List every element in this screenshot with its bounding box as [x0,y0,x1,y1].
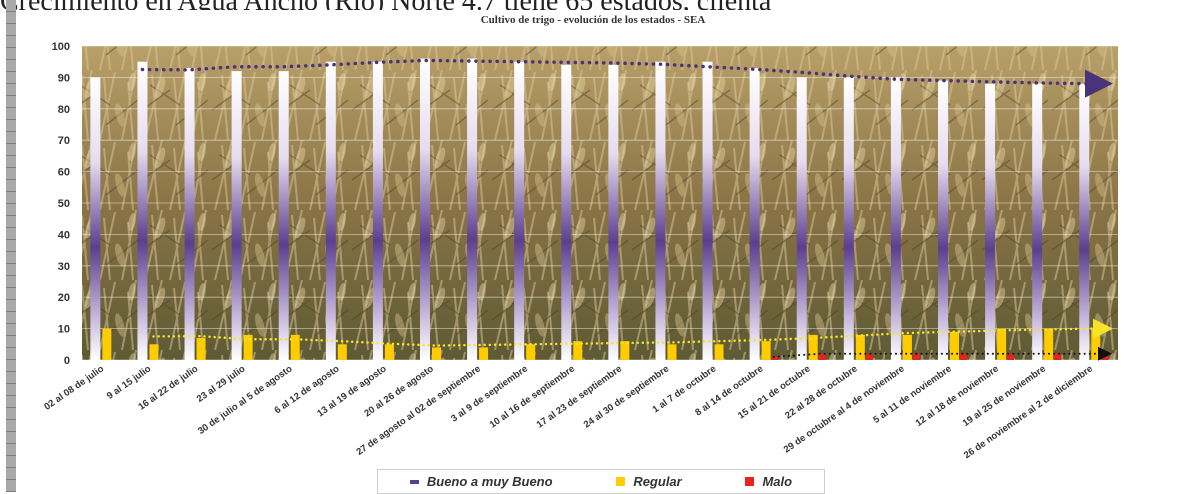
y-tick-label: 50 [58,198,70,210]
bar-malo-14 [771,356,779,360]
bar-regular-8 [479,347,489,360]
legend-label-malo: Malo [762,474,793,489]
bar-bueno-0 [90,77,101,361]
y-tick-label: 30 [58,261,70,273]
bar-regular-20 [1044,328,1054,360]
bar-bueno-1 [137,61,148,360]
bar-regular-15 [808,334,818,360]
y-tick-label: 60 [58,167,70,179]
y-tick-label: 40 [58,229,70,241]
bar-regular-5 [337,344,347,360]
y-tick-label: 100 [52,41,70,53]
y-tick-label: 10 [58,324,70,336]
bar-bueno-4 [278,71,289,361]
bar-bueno-18 [937,80,948,360]
x-tick-label: 24 al 30 de septiembre [582,363,671,430]
bar-bueno-9 [514,61,525,360]
bar-regular-13 [714,344,724,360]
bar-malo-20 [1054,353,1062,360]
bar-regular-6 [384,344,394,360]
legend: Bueno a muy Bueno Regular Malo [377,469,825,494]
legend-item-malo: Malo [745,474,792,489]
x-tick-label: 10 al 16 de septiembre [488,363,577,430]
bar-malo-16 [865,353,873,360]
bar-regular-2 [196,338,206,360]
y-tick-label: 90 [58,72,70,84]
legend-swatch-malo [745,477,755,486]
bar-regular-21 [1091,328,1101,360]
legend-swatch-regular [616,477,626,486]
bar-bueno-19 [985,83,996,361]
legend-label-bueno: Bueno a muy Bueno [426,474,553,489]
bar-bueno-17 [890,77,901,361]
bar-bueno-20 [1032,83,1043,361]
bar-bueno-15 [796,77,807,361]
legend-swatch-bueno [409,479,419,484]
bar-malo-17 [912,353,920,360]
trendlines [140,58,1113,361]
x-tick-label: 3 al 9 de septiembre [449,363,530,424]
bar-regular-16 [855,334,865,360]
legend-item-regular: Regular [616,474,682,489]
bar-bueno-11 [608,64,619,360]
x-tick-label: 02 al 08 de julio [42,363,106,412]
bar-bueno-3 [231,71,242,361]
bar-bueno-8 [467,58,478,361]
y-tick-label: 70 [58,135,70,147]
trendline-regular [152,318,1113,347]
bar-malo-18 [959,353,967,360]
bar-regular-17 [902,334,912,360]
bar-regular-4 [290,334,300,360]
y-tick-label: 20 [58,292,70,304]
bar-bueno-16 [843,77,854,361]
bar-bueno-14 [749,67,760,360]
x-tick-label: 30 de julio al 5 de agosto [196,363,295,437]
bars [90,58,1109,361]
x-tick-label: 19 al 25 de noviembre [961,363,1048,429]
legend-label-regular: Regular [633,474,682,489]
bar-bueno-6 [372,61,383,360]
bar-bueno-12 [655,61,666,360]
bar-malo-19 [1007,353,1015,360]
bar-bueno-2 [184,67,195,360]
bar-regular-12 [667,344,677,360]
bar-regular-14 [761,341,771,360]
bar-regular-10 [573,341,583,360]
trendline-malo [772,346,1112,361]
bar-bueno-7 [419,58,430,361]
chart-title: Cultivo de trigo - evolución de los esta… [480,14,706,26]
x-tick-label: 17 al 23 de septiembre [535,363,624,430]
bar-bueno-5 [325,61,336,360]
bar-regular-1 [149,344,159,360]
x-tick-label: 5 al 11 de noviembre [871,363,953,425]
bar-bueno-13 [702,61,713,360]
bar-regular-18 [949,331,959,360]
bar-regular-0 [102,328,112,360]
bar-regular-7 [431,347,441,360]
y-tick-label: 80 [58,104,70,116]
left-ruler[interactable] [6,0,16,492]
trendline-bueno [140,58,1113,98]
bar-regular-9 [526,344,536,360]
bar-regular-19 [997,328,1007,360]
bar-regular-3 [243,334,253,360]
y-axis-ticks: 0 10 20 30 40 50 60 70 80 90 100 [52,41,70,367]
bar-regular-11 [620,341,630,360]
bar-malo-15 [818,353,826,360]
y-tick-label: 0 [64,355,70,367]
legend-item-bueno: Bueno a muy Bueno [409,474,553,489]
x-tick-label: 12 al 18 de noviembre [914,363,1001,429]
bar-bueno-21 [1079,83,1090,361]
bar-bueno-10 [561,64,572,360]
